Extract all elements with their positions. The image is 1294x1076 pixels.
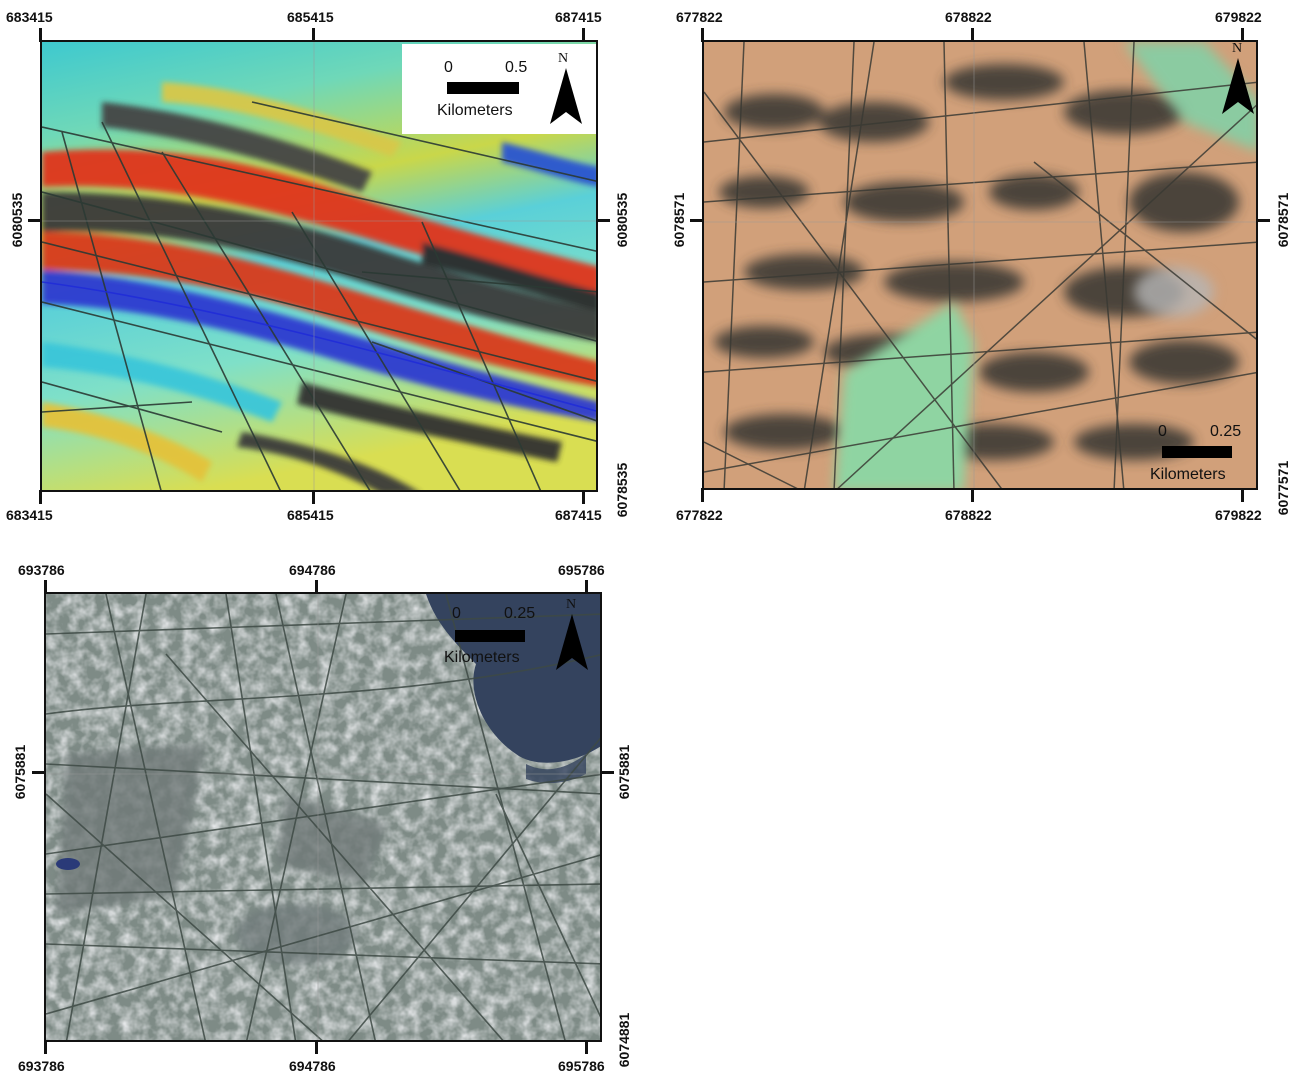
north-label: N — [566, 597, 577, 612]
tick — [585, 580, 588, 594]
scale-bar-graphic — [455, 630, 525, 642]
north-arrow-icon: N — [1218, 41, 1256, 120]
tick — [701, 488, 704, 502]
scale-bar-graphic — [447, 82, 519, 94]
tick — [39, 28, 42, 42]
north-label: N — [1232, 41, 1243, 56]
map-frame-c: 0 0.25 Kilometers N — [44, 592, 602, 1042]
tick — [39, 490, 42, 504]
shaded-relief-raster-b — [704, 42, 1256, 488]
y-tick-label-right-1: 6075881 — [616, 744, 632, 800]
tick — [44, 1040, 47, 1054]
lineament-lines-b — [704, 42, 1256, 488]
scale-zero-label: 0 — [444, 59, 453, 76]
scale-max-label: 0.25 — [504, 605, 536, 622]
scale-zero-label: 0 — [452, 605, 461, 622]
scale-bar-b: 0 0.25 Kilometers — [1150, 423, 1256, 488]
tick — [44, 580, 47, 594]
tick — [1256, 219, 1270, 222]
x-tick-label-bottom-1: 683415 — [6, 507, 53, 523]
x-tick-label-bottom-3: 695786 — [558, 1058, 605, 1074]
tick — [315, 580, 318, 594]
tick — [1241, 28, 1244, 42]
x-tick-label-top-1: 683415 — [6, 9, 53, 25]
y-tick-label-right-1: 6080535 — [614, 192, 630, 248]
tick — [32, 771, 46, 774]
map-frame-b: 0 0.25 Kilometers N — [702, 40, 1258, 490]
tick — [971, 28, 974, 42]
scale-max-label: 0.5 — [505, 59, 528, 76]
scale-unit-label: Kilometers — [1150, 466, 1226, 483]
y-tick-label-right-1: 6078571 — [1275, 192, 1291, 248]
tick — [315, 1040, 318, 1054]
north-label: N — [558, 51, 569, 66]
x-tick-label-bottom-3: 679822 — [1215, 507, 1262, 523]
scale-unit-label: Kilometers — [444, 649, 520, 666]
y-tick-label-left-1: 6075881 — [12, 744, 28, 800]
scale-bar-graphic — [1162, 446, 1232, 458]
tick — [28, 219, 42, 222]
tick — [596, 219, 610, 222]
scale-max-label: 0.25 — [1210, 423, 1242, 440]
scale-unit-label: Kilometers — [437, 102, 513, 119]
x-tick-label-top-3: 679822 — [1215, 9, 1262, 25]
tick — [1241, 488, 1244, 502]
x-tick-label-top-3: 695786 — [558, 562, 605, 578]
tick — [312, 490, 315, 504]
north-arrow-icon: N — [546, 50, 586, 128]
x-tick-label-top-2: 685415 — [287, 9, 334, 25]
x-tick-label-top-1: 677822 — [676, 9, 723, 25]
tick — [971, 488, 974, 502]
x-tick-label-bottom-2: 678822 — [945, 507, 992, 523]
tick — [701, 28, 704, 42]
x-tick-label-bottom-2: 685415 — [287, 507, 334, 523]
tick — [582, 490, 585, 504]
y-tick-label-left-1: 6080535 — [9, 192, 25, 248]
lineament-lines-c — [46, 594, 600, 1040]
map-frame-a: 0 0.5 Kilometers N — [40, 40, 598, 492]
tick — [690, 219, 704, 222]
tick — [585, 1040, 588, 1054]
y-tick-label-right-2: 6077571 — [1275, 460, 1291, 516]
lineament-lines-a — [42, 101, 596, 490]
x-tick-label-bottom-1: 677822 — [676, 507, 723, 523]
x-tick-label-bottom-3: 687415 — [555, 507, 602, 523]
satellite-image-c — [46, 594, 600, 1040]
x-tick-label-bottom-2: 694786 — [289, 1058, 336, 1074]
y-tick-label-right-2: 6074881 — [616, 1012, 632, 1068]
x-tick-label-top-1: 693786 — [18, 562, 65, 578]
scale-zero-label: 0 — [1158, 423, 1167, 440]
x-tick-label-top-2: 694786 — [289, 562, 336, 578]
scale-bar-a: 0 0.5 Kilometers — [437, 58, 547, 128]
north-arrow-icon: N — [552, 596, 592, 674]
x-tick-label-bottom-1: 693786 — [18, 1058, 65, 1074]
tick — [312, 28, 315, 42]
tick — [582, 28, 585, 42]
scale-bar-c: 0 0.25 Kilometers — [442, 606, 552, 672]
x-tick-label-top-3: 687415 — [555, 9, 602, 25]
x-tick-label-top-2: 678822 — [945, 9, 992, 25]
tick — [600, 771, 614, 774]
y-tick-label-left-1: 6078571 — [671, 192, 687, 248]
y-tick-label-right-2: 6078535 — [614, 462, 630, 518]
